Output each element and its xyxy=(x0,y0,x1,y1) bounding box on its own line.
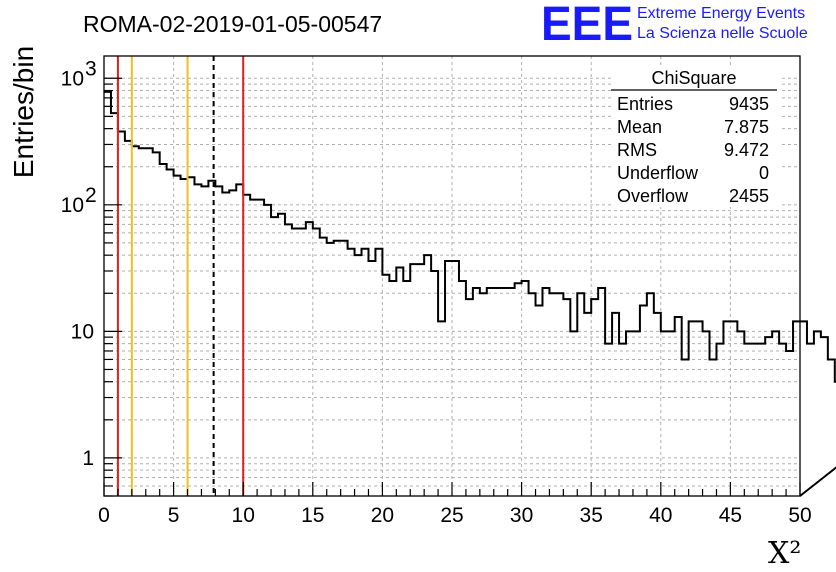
x-tick-label: 10 xyxy=(232,504,255,527)
y-tick-label: 10 xyxy=(71,320,94,343)
x-tick-label: 30 xyxy=(510,504,533,527)
histogram-series xyxy=(104,90,836,497)
x-tick-label: 15 xyxy=(301,504,324,527)
histogram-line xyxy=(104,90,836,497)
y-tick-exponent: 2 xyxy=(85,184,97,207)
chart-title: ROMA-02-2019-01-05-00547 xyxy=(83,11,382,37)
x-tick-label: 40 xyxy=(649,504,672,527)
marker-lines xyxy=(116,56,245,496)
logo-letters: EEE xyxy=(541,0,633,51)
stats-label: Underflow xyxy=(617,163,699,183)
y-tick-label: 10 xyxy=(61,194,84,217)
stats-value: 9.472 xyxy=(724,140,769,160)
stats-box: ChiSquare Entries 9435 Mean 7.875 RMS 9.472 Un… xyxy=(611,67,779,207)
y-axis-label: Entries/bin xyxy=(8,46,39,178)
y-tick-exponent: 3 xyxy=(85,57,97,80)
grid-lines xyxy=(104,56,800,496)
stats-label: Entries xyxy=(617,94,673,114)
stats-label: Mean xyxy=(617,117,662,137)
logo-line1: Extreme Energy Events xyxy=(637,5,805,22)
stats-value: 0 xyxy=(759,163,769,183)
x-tick-label: 50 xyxy=(788,504,811,527)
stats-value: 7.875 xyxy=(724,117,769,137)
x-tick-label: 0 xyxy=(98,504,110,527)
stats-value: 9435 xyxy=(729,94,769,114)
stats-title: ChiSquare xyxy=(651,68,736,88)
logo-line2: La Scienza nelle Scuole xyxy=(637,25,808,42)
x-axis-label: X² xyxy=(768,536,801,571)
x-tick-label: 35 xyxy=(580,504,603,527)
y-tick-label: 10 xyxy=(61,67,84,90)
eee-logo: EEE Extreme Energy Events La Scienza nel… xyxy=(541,0,808,51)
stats-label: RMS xyxy=(617,140,657,160)
x-tick-label: 45 xyxy=(719,504,742,527)
x-tick-label: 25 xyxy=(440,504,463,527)
y-tick-label: 1 xyxy=(82,447,94,470)
stats-label: Overflow xyxy=(617,186,689,206)
stats-value: 2455 xyxy=(729,186,769,206)
x-tick-label: 5 xyxy=(168,504,180,527)
x-tick-label: 20 xyxy=(371,504,394,527)
